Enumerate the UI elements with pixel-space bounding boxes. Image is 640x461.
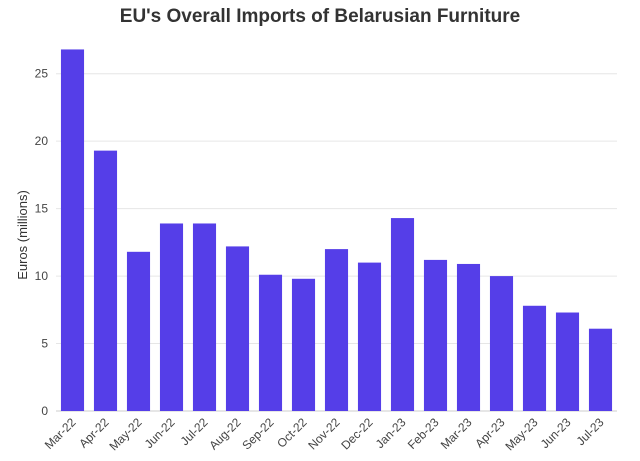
y-tick-label: 15 (35, 202, 49, 216)
bar (126, 251, 151, 411)
x-tick-label: Nov-22 (305, 415, 342, 452)
y-tick-label: 10 (35, 269, 49, 283)
x-tick-label: Jul-23 (574, 415, 607, 448)
bar (489, 276, 514, 411)
x-tick-label: May-23 (502, 415, 540, 453)
bar (225, 246, 250, 411)
y-tick-label: 25 (35, 67, 49, 81)
bar (357, 262, 382, 411)
x-tick-label: Jun-22 (142, 415, 178, 451)
x-tick-label: May-22 (106, 415, 144, 453)
x-tick-label: Mar-22 (42, 415, 79, 452)
bar (258, 274, 283, 411)
y-tick-label: 20 (35, 134, 49, 148)
bar (324, 249, 349, 411)
chart-title: EU's Overall Imports of Belarusian Furni… (119, 6, 521, 27)
bar (60, 49, 85, 412)
bar (93, 150, 118, 411)
bar (291, 278, 316, 411)
x-tick-label: Apr-23 (472, 415, 508, 451)
bar (390, 218, 415, 411)
bar (555, 312, 580, 411)
y-tick-labels: 0 5 10 15 20 25 (35, 67, 49, 418)
bar (159, 223, 184, 411)
bar (423, 259, 448, 411)
bar (588, 328, 613, 411)
x-tick-label: Oct-22 (274, 415, 310, 451)
x-tick-label: Dec-22 (338, 415, 375, 452)
bar (522, 305, 547, 411)
x-tick-label: Feb-23 (405, 415, 442, 452)
x-tick-label: Mar-23 (438, 415, 475, 452)
y-tick-label: 5 (41, 337, 48, 351)
y-tick-label: 0 (41, 404, 48, 418)
bar (456, 263, 481, 411)
bar (192, 223, 217, 411)
y-axis-label: Euros (millions) (15, 190, 30, 280)
x-tick-label: Jun-23 (538, 415, 574, 451)
x-tick-label: Jan-23 (373, 415, 409, 451)
x-tick-label: Sep-22 (239, 415, 276, 452)
bars (60, 49, 613, 412)
x-tick-label: Apr-22 (76, 415, 112, 451)
x-tick-label: Aug-22 (206, 415, 243, 452)
